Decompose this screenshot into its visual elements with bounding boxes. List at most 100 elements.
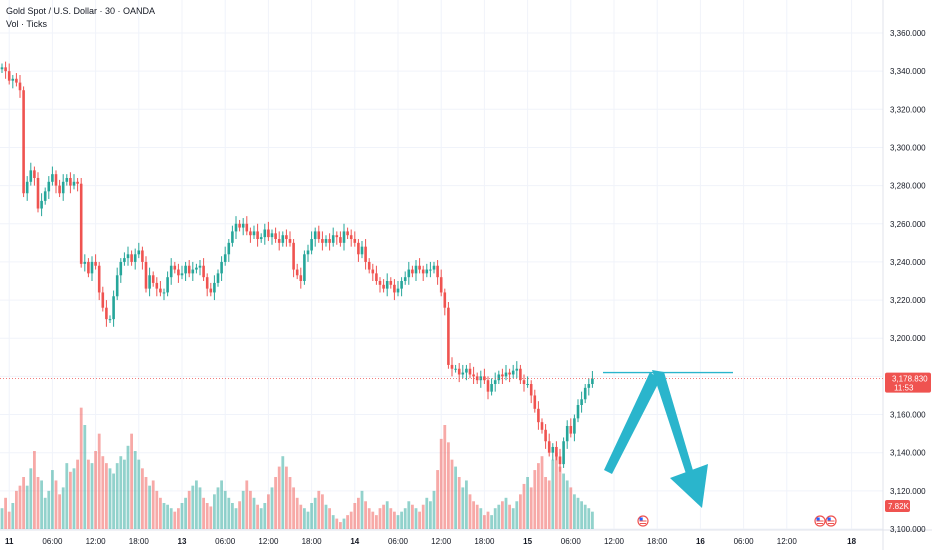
candle-body	[540, 422, 544, 430]
candle-body	[511, 370, 515, 375]
candle-body	[249, 231, 252, 236]
volume-bar	[216, 487, 220, 529]
volume-bar	[43, 497, 47, 529]
volume-bar	[205, 503, 209, 529]
volume-bar	[454, 466, 457, 529]
candle-body	[303, 254, 306, 281]
time-tick-label: 18:00	[129, 537, 150, 546]
symbol-title[interactable]: Gold Spot / U.S. Dollar · 30 · OANDA	[6, 6, 156, 16]
price-tick-label: 3,220.000	[890, 296, 926, 305]
volume-bar	[465, 480, 468, 529]
volume-bar	[79, 407, 83, 529]
candle-body	[547, 441, 551, 453]
volume-bar	[504, 497, 508, 529]
candle-body	[177, 269, 180, 276]
candle-body	[468, 368, 472, 375]
candle-body	[591, 378, 594, 385]
candle-body	[47, 181, 51, 192]
candle-body	[357, 242, 360, 255]
volume-bar	[324, 504, 328, 529]
volume-bar	[461, 487, 465, 529]
volume-bar	[256, 504, 259, 529]
candle-body	[33, 170, 36, 178]
volume-bar	[313, 497, 317, 529]
time-tick-label: 11	[5, 537, 14, 546]
volume-bar	[133, 451, 137, 529]
volume-bar	[180, 503, 184, 529]
candle-body	[123, 258, 126, 262]
volume-bar	[277, 466, 281, 529]
candle-body	[36, 177, 40, 209]
volume-bar	[371, 511, 375, 529]
volume-bar	[360, 490, 364, 529]
time-tick-label: 15	[523, 537, 532, 546]
volume-bar	[72, 468, 76, 529]
volume-bar	[123, 459, 126, 529]
candle-body	[328, 239, 331, 243]
candle-body	[450, 364, 454, 369]
volume-bar	[209, 506, 213, 529]
volume-bar	[65, 463, 69, 529]
candle-body	[202, 265, 205, 278]
candle-body	[43, 191, 47, 201]
bar-countdown: 11:53	[894, 384, 914, 393]
volume-bar	[339, 522, 342, 529]
volume-bar	[353, 503, 357, 529]
candle-body	[180, 273, 184, 276]
time-tick-label: 12:00	[604, 537, 625, 546]
candle-body	[483, 376, 486, 381]
candle-body	[231, 231, 234, 243]
candle-body	[29, 170, 33, 182]
candle-body	[299, 275, 303, 281]
candle-body	[317, 231, 321, 240]
candle-body	[274, 233, 277, 240]
candle-body	[461, 372, 465, 375]
volume-indicator-label[interactable]: Vol · Ticks	[6, 19, 48, 29]
candle-body	[425, 269, 429, 274]
time-tick-label: 16	[696, 537, 705, 546]
time-tick-label: 06:00	[561, 537, 582, 546]
volume-bar	[303, 508, 306, 529]
volume-bar	[573, 494, 576, 529]
candle-body	[11, 78, 15, 81]
candle-body	[529, 384, 533, 396]
volume-bar	[184, 497, 187, 529]
volume-bar	[378, 508, 382, 529]
volume-bar	[7, 511, 11, 529]
time-tick-label: 12:00	[431, 537, 452, 546]
volume-bar	[177, 508, 180, 529]
candle-body	[137, 250, 141, 255]
volume-bar	[403, 508, 407, 529]
price-tick-label: 3,280.000	[890, 182, 926, 191]
price-tick-label: 3,200.000	[890, 334, 926, 343]
candle-body	[213, 282, 216, 293]
candle-body	[263, 229, 267, 238]
volume-bar	[493, 508, 497, 529]
volume-bar	[472, 501, 475, 529]
candle-body	[223, 254, 227, 262]
volume-bar	[249, 490, 252, 529]
candle-body	[252, 231, 256, 236]
volume-bar	[87, 459, 90, 529]
volume-bar	[97, 433, 101, 529]
candle-body	[141, 250, 144, 262]
volume-bar	[450, 459, 454, 529]
candle-body	[0, 67, 4, 70]
volume-bar	[15, 490, 18, 529]
volume-bar	[436, 470, 439, 529]
volume-bar	[51, 470, 54, 529]
volume-bar	[105, 463, 108, 529]
time-tick-label: 18	[847, 537, 856, 546]
candle-body	[407, 269, 411, 278]
candle-body	[393, 284, 396, 293]
candle-body	[148, 275, 151, 289]
candle-body	[367, 261, 371, 270]
candle-body	[173, 265, 177, 270]
candle-body	[432, 265, 436, 270]
candle-body	[486, 380, 490, 392]
volume-bar	[447, 442, 450, 529]
candle-body	[576, 405, 580, 419]
volume-bar	[267, 494, 270, 529]
candle-body	[209, 288, 213, 293]
